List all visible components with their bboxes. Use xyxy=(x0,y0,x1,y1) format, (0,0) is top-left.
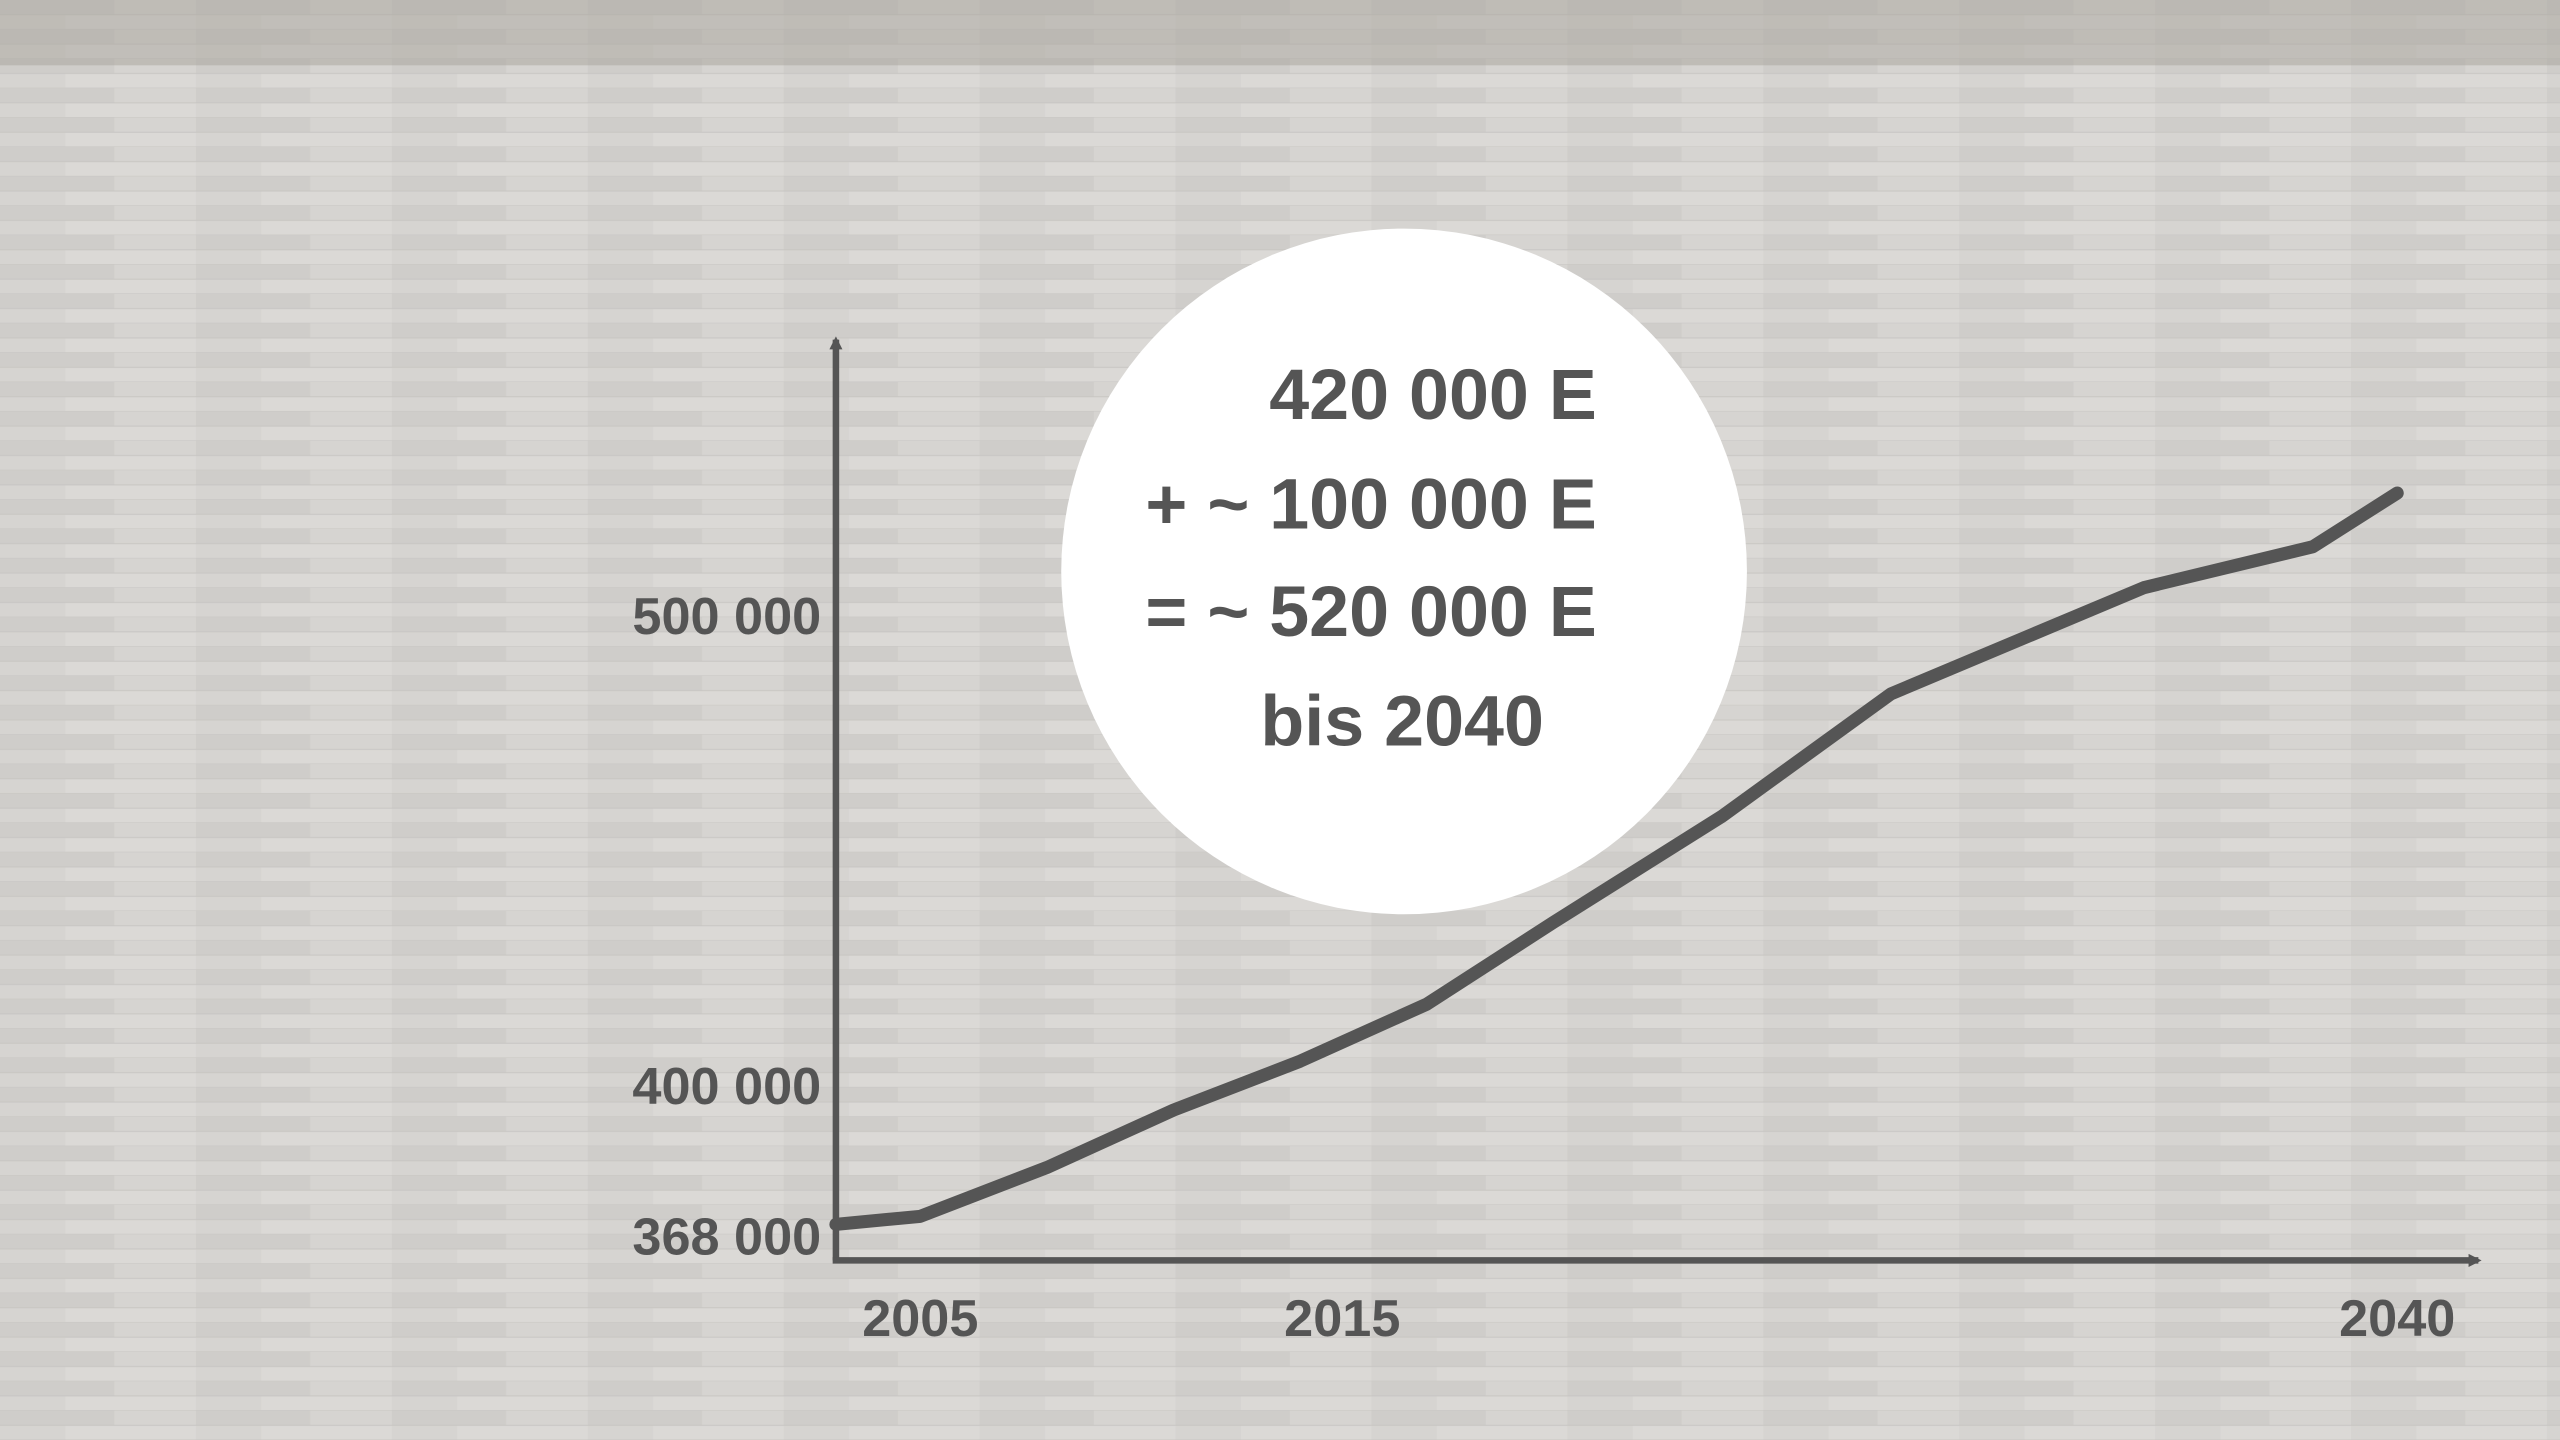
annotation: = ~ 520 000 E xyxy=(1145,572,1596,652)
y-tick-label: 368 000 xyxy=(632,1209,821,1267)
x-tick-label: 2005 xyxy=(862,1290,978,1348)
x-tick-label: 2015 xyxy=(1284,1290,1400,1348)
y-tick-label: 500 000 xyxy=(632,588,821,646)
background-top xyxy=(0,0,2560,65)
annotation: + ~ 100 000 E xyxy=(1145,464,1596,544)
x-tick-label: 2040 xyxy=(2339,1290,2455,1348)
y-tick-label: 400 000 xyxy=(632,1058,821,1116)
chart: 420 000 E + ~ 100 000 E = ~ 520 000 E bi… xyxy=(0,0,2560,1440)
annotation: bis 2040 xyxy=(1260,681,1544,761)
annotation: 420 000 E xyxy=(1269,355,1597,435)
page: {"chart_data": {"type": "line", "x": [20… xyxy=(0,0,2560,1440)
